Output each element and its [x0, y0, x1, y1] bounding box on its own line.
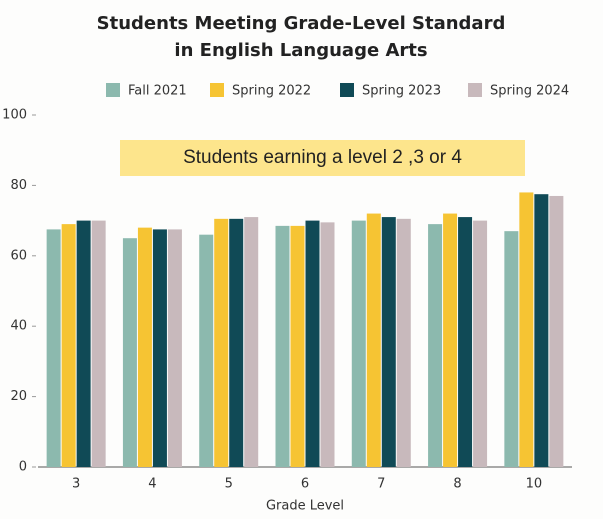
bar [320, 222, 335, 467]
bar [46, 229, 61, 467]
legend-label: Spring 2024 [490, 84, 569, 99]
bar [152, 229, 167, 467]
bar [76, 220, 91, 467]
legend-label: Spring 2022 [232, 84, 311, 99]
legend-swatch [106, 83, 120, 97]
y-tick-label: 0 [19, 460, 27, 475]
bar [122, 238, 137, 467]
bar [473, 220, 488, 467]
bar [381, 217, 396, 467]
bar [244, 217, 259, 467]
x-tick-label: 6 [301, 477, 309, 492]
bar [351, 220, 366, 467]
x-tick-label: 10 [526, 477, 543, 492]
bar [396, 218, 411, 467]
bar [428, 224, 443, 467]
legend-swatch [468, 83, 482, 97]
y-tick-label: 100 [2, 108, 27, 123]
bar [443, 213, 458, 467]
x-axis-label: Grade Level [266, 499, 344, 514]
bar [504, 231, 519, 467]
annotation: Students earning a level 2 ,3 or 4 [120, 140, 525, 176]
x-tick-label: 3 [72, 477, 80, 492]
y-tick-label: 20 [10, 389, 27, 404]
bar [91, 220, 106, 467]
bar [305, 220, 320, 467]
chart-title: Students Meeting Grade-Level Standard in… [96, 13, 506, 61]
y-tick-label: 60 [10, 248, 27, 263]
y-tick-label: 40 [10, 319, 27, 334]
bar [366, 213, 381, 467]
x-tick-label: 5 [225, 477, 233, 492]
bar [137, 227, 152, 467]
legend-swatch [210, 83, 224, 97]
bar [549, 195, 564, 467]
y-tick-label: 80 [10, 178, 27, 193]
x-tick-label: 7 [377, 477, 385, 492]
x-tick-label: 8 [453, 477, 461, 492]
bar [229, 218, 244, 467]
legend-label: Fall 2021 [128, 84, 187, 99]
bar [167, 229, 182, 467]
legend-label: Spring 2023 [362, 84, 441, 99]
bar [458, 217, 473, 467]
bar [534, 194, 549, 467]
bar [214, 218, 229, 467]
bar [199, 234, 214, 467]
bar [61, 224, 76, 467]
bar [290, 225, 305, 467]
legend-swatch [340, 83, 354, 97]
bar [275, 225, 290, 467]
x-tick-label: 4 [148, 477, 156, 492]
bar [519, 192, 534, 467]
